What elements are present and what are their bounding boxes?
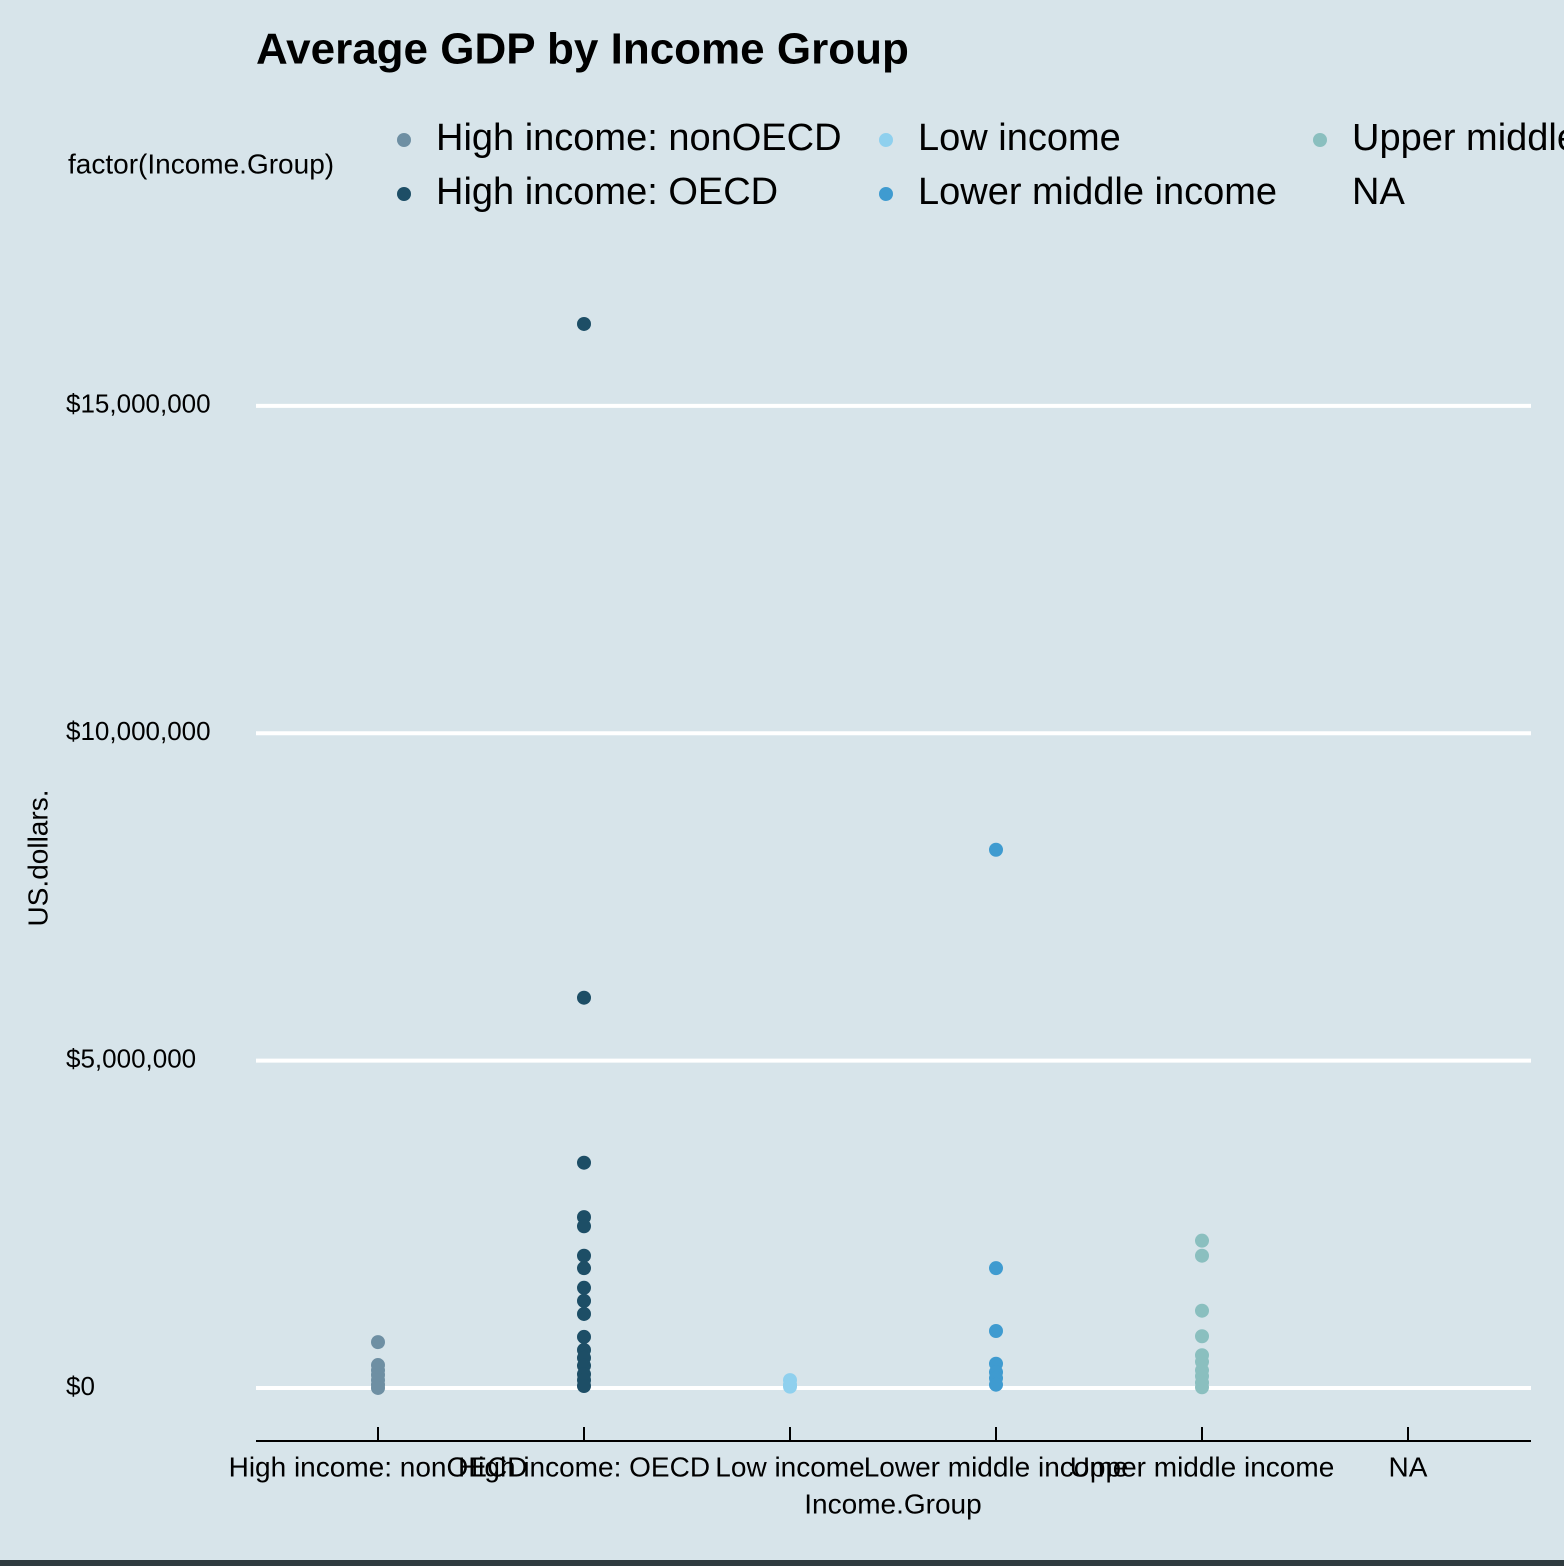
point: [371, 1335, 385, 1350]
x-tick-label: High income: OECD: [458, 1451, 710, 1482]
point: [577, 1248, 591, 1263]
x-tick-label: Upper middle income: [1070, 1451, 1335, 1482]
legend-marker: [879, 133, 893, 147]
x-tick-label: Lower middle income: [864, 1451, 1129, 1482]
point: [989, 1377, 1003, 1392]
point: [989, 842, 1003, 857]
point: [577, 1379, 591, 1394]
point: [783, 1379, 797, 1394]
y-tick-label: $15,000,000: [66, 389, 211, 419]
point: [577, 1261, 591, 1276]
legend-label: Upper middle income: [1352, 117, 1564, 159]
point: [577, 1219, 591, 1234]
chart-title: Average GDP by Income Group: [256, 25, 909, 74]
point: [371, 1380, 385, 1395]
legend-label: Lower middle income: [918, 171, 1277, 213]
point: [1195, 1233, 1209, 1248]
point: [577, 1306, 591, 1321]
x-axis-label: Income.Group: [804, 1488, 981, 1519]
point: [1195, 1380, 1209, 1395]
legend-title: factor(Income.Group): [68, 148, 334, 179]
point: [577, 1293, 591, 1308]
legend-marker: [879, 187, 893, 201]
legend-label: NA: [1352, 171, 1405, 213]
legend-marker: [397, 133, 411, 147]
legend-label: High income: nonOECD: [436, 117, 842, 159]
point: [577, 1280, 591, 1295]
legend-label: Low income: [918, 117, 1121, 159]
point: [1195, 1248, 1209, 1263]
y-tick-label: $10,000,000: [66, 716, 211, 746]
point: [577, 1155, 591, 1170]
y-axis-label: US.dollars.: [22, 790, 53, 927]
y-tick-label: $0: [66, 1371, 95, 1401]
legend-label: High income: OECD: [436, 171, 778, 213]
x-tick-label: NA: [1389, 1451, 1428, 1482]
x-tick-label: Low income: [715, 1451, 864, 1482]
y-tick-label: $5,000,000: [66, 1043, 196, 1073]
point: [577, 990, 591, 1005]
point: [1195, 1329, 1209, 1344]
legend-marker: [397, 187, 411, 201]
bottom-border: [0, 1560, 1564, 1566]
point: [577, 1329, 591, 1344]
point: [989, 1261, 1003, 1276]
x-tick-label: High income: nonOECD: [229, 1451, 528, 1482]
legend-marker: [1313, 133, 1327, 147]
point: [1195, 1303, 1209, 1318]
point: [577, 316, 591, 331]
point: [989, 1324, 1003, 1339]
